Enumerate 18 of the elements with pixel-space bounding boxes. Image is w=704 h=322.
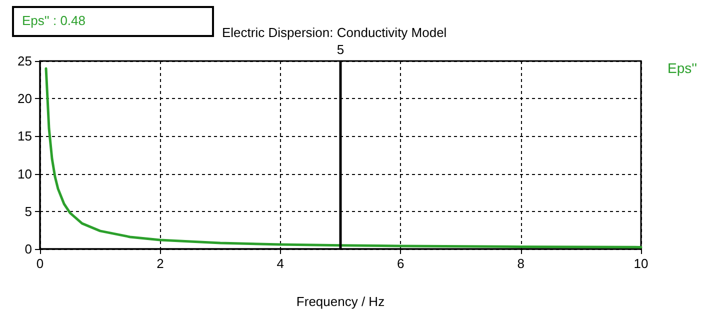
text: Eps'' — [668, 60, 698, 76]
x-tick-label: 0 — [36, 256, 44, 271]
x-tick-label: 6 — [396, 256, 404, 271]
line-series — [44, 67, 642, 248]
x-tick-label: 4 — [276, 256, 284, 271]
chart-title: Electric Dispersion: Conductivity Model — [222, 25, 447, 40]
x-tick-label: 10 — [634, 256, 648, 271]
y-tick-label: 25 — [18, 54, 32, 68]
y-tick-label: 5 — [24, 204, 32, 219]
y-tick-label: 0 — [24, 242, 32, 256]
x-tick-label: 8 — [517, 256, 524, 271]
y-tick-label: 20 — [18, 91, 32, 106]
x-tick-label: 2 — [156, 256, 164, 271]
y-tick-label: 15 — [18, 128, 32, 144]
ref-line-label: 5 — [336, 42, 344, 57]
x-axis-title: Frequency / Hz — [296, 294, 385, 309]
y-tick-label: 10 — [18, 166, 32, 182]
text: Eps'' : 0.48 — [22, 13, 86, 28]
